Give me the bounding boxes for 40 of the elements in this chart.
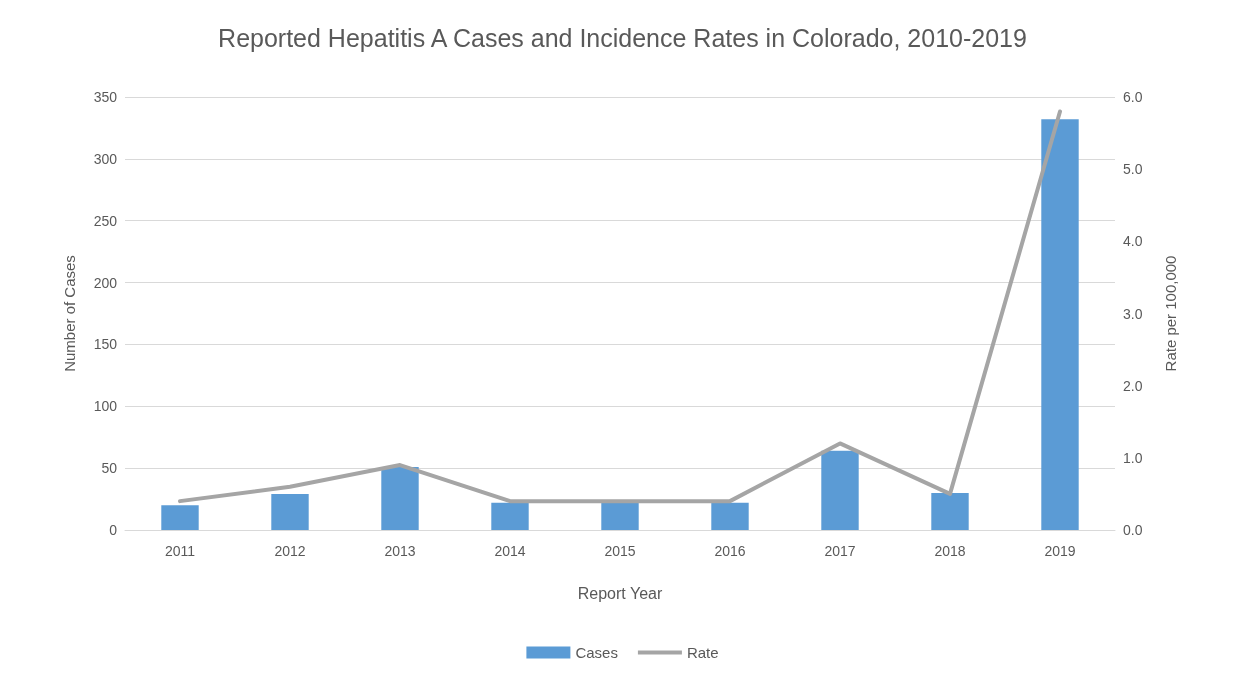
y2-tick-label: 3.0 — [1123, 305, 1143, 322]
bar — [821, 450, 859, 530]
y2-tick-label: 5.0 — [1123, 161, 1143, 178]
line-series — [178, 109, 1062, 504]
y2-tick-label: 1.0 — [1123, 449, 1143, 466]
x-tick-label: 2013 — [384, 543, 416, 559]
legend-label: Cases — [575, 644, 618, 661]
x-tick-label: 2014 — [494, 543, 526, 559]
bar — [161, 505, 199, 530]
bar — [491, 502, 529, 530]
bar — [381, 466, 419, 530]
y-axis-title: Number of Cases — [61, 255, 78, 372]
x-tick-label: 2016 — [714, 543, 746, 559]
y2-tick-label: 4.0 — [1123, 233, 1143, 250]
bar — [271, 494, 309, 530]
bar — [601, 502, 639, 530]
y2-tick-label: 0.0 — [1123, 522, 1143, 538]
bar — [1041, 119, 1079, 530]
y-tick-label: 200 — [93, 274, 118, 291]
x-axis-title: Report Year — [577, 584, 663, 602]
y-tick-label: 100 — [93, 398, 118, 415]
bar — [711, 502, 749, 530]
y-tick-label: 350 — [93, 89, 118, 105]
y-tick-label: 300 — [93, 150, 118, 167]
y-tick-label: 50 — [101, 460, 118, 477]
y2-axis-title: Rate per 100,000 — [1162, 255, 1179, 372]
y-tick-label: 150 — [93, 336, 118, 353]
y2-tick-label: 2.0 — [1123, 377, 1143, 394]
x-tick-label: 2015 — [604, 543, 636, 559]
x-tick-label: 2011 — [164, 543, 196, 559]
y-tick-label: 0 — [109, 522, 118, 538]
legend-label: Rate — [686, 644, 719, 661]
chart-title: Reported Hepatitis A Cases and Incidence Rates in Colorado, 2010-2019 — [218, 23, 1027, 52]
bar — [931, 492, 969, 530]
x-tick-label: 2017 — [824, 543, 856, 559]
y-tick-label: 250 — [93, 212, 118, 229]
y2-tick-label: 6.0 — [1123, 89, 1143, 105]
x-tick-label: 2018 — [934, 543, 966, 559]
x-tick-label: 2019 — [1044, 543, 1076, 559]
x-tick-label: 2012 — [274, 543, 306, 559]
